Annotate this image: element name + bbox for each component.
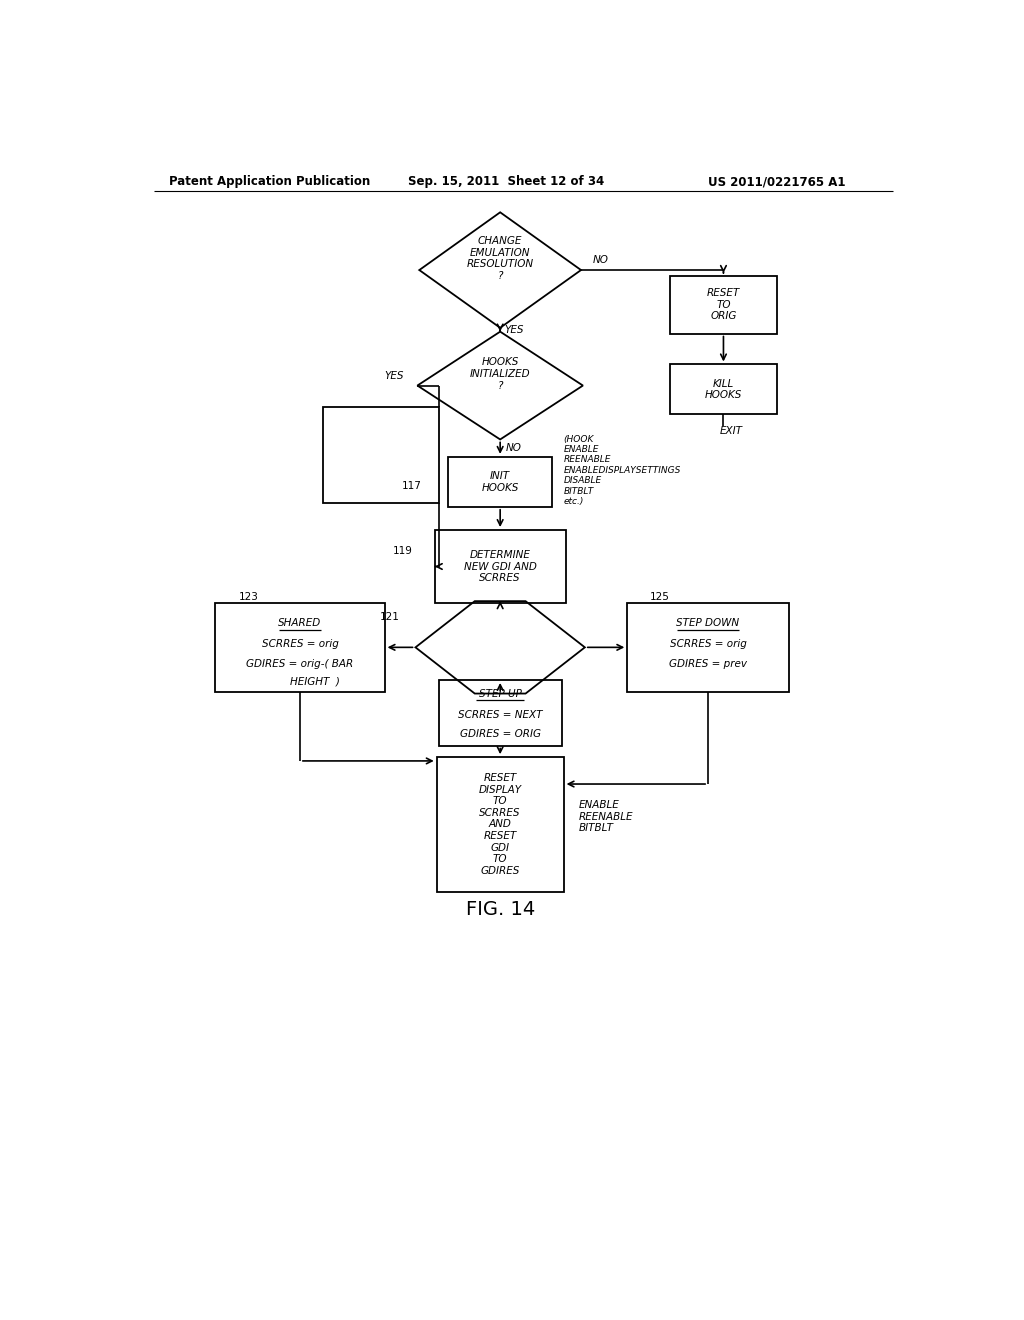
Text: Sep. 15, 2011  Sheet 12 of 34: Sep. 15, 2011 Sheet 12 of 34 xyxy=(408,176,604,189)
Text: RESET
DISPLAY
TO
SCRRES
AND
RESET
GDI
TO
GDIRES: RESET DISPLAY TO SCRRES AND RESET GDI TO… xyxy=(478,774,521,876)
Text: YES: YES xyxy=(385,371,404,381)
Text: DETERMINE
NEW GDI AND
SCRRES: DETERMINE NEW GDI AND SCRRES xyxy=(464,550,537,583)
Text: SCRRES = NEXT: SCRRES = NEXT xyxy=(458,710,543,721)
Text: SCRRES = orig: SCRRES = orig xyxy=(261,639,338,649)
Bar xyxy=(438,680,562,746)
Bar xyxy=(436,758,563,892)
Text: YES: YES xyxy=(504,325,523,335)
Text: STEP DOWN: STEP DOWN xyxy=(677,618,739,628)
Bar xyxy=(323,407,438,503)
Bar xyxy=(670,276,777,334)
Text: US 2011/0221765 A1: US 2011/0221765 A1 xyxy=(708,176,846,189)
Bar xyxy=(628,603,788,692)
Text: KILL
HOOKS: KILL HOOKS xyxy=(705,379,742,400)
Text: ENABLE
REENABLE
BITBLT: ENABLE REENABLE BITBLT xyxy=(580,800,634,833)
Text: RESET
TO
ORIG: RESET TO ORIG xyxy=(707,288,740,321)
Text: CHANGE
EMULATION
RESOLUTION
?: CHANGE EMULATION RESOLUTION ? xyxy=(467,236,534,281)
Text: GDIRES = prev: GDIRES = prev xyxy=(669,659,748,669)
Text: 123: 123 xyxy=(239,593,258,602)
Text: (HOOK
ENABLE
REENABLE
ENABLEDISPLAYSETTINGS
DISABLE
BITBLT
etc.): (HOOK ENABLE REENABLE ENABLEDISPLAYSETTI… xyxy=(563,434,681,506)
Text: EXIT: EXIT xyxy=(720,426,742,437)
Text: SCRRES = orig: SCRRES = orig xyxy=(670,639,746,649)
Text: 117: 117 xyxy=(401,480,421,491)
Text: GDIRES = orig-( BAR: GDIRES = orig-( BAR xyxy=(247,659,353,669)
Bar xyxy=(449,457,552,507)
Text: NO: NO xyxy=(506,444,522,453)
Text: HEIGHT  ): HEIGHT ) xyxy=(291,676,340,686)
Bar xyxy=(435,529,565,603)
Text: Patent Application Publication: Patent Application Publication xyxy=(169,176,371,189)
Text: GDIRES = ORIG: GDIRES = ORIG xyxy=(460,729,541,739)
Text: FIG. 14: FIG. 14 xyxy=(466,900,535,919)
Text: INIT
HOOKS: INIT HOOKS xyxy=(481,471,519,492)
Text: 125: 125 xyxy=(650,593,670,602)
Text: 119: 119 xyxy=(393,546,413,556)
Text: HOOKS
INITIALIZED
?: HOOKS INITIALIZED ? xyxy=(470,358,530,391)
Text: STEP UP: STEP UP xyxy=(479,689,521,698)
Bar xyxy=(215,603,385,692)
Text: NO: NO xyxy=(592,255,608,265)
Text: SHARED: SHARED xyxy=(279,618,322,628)
Bar xyxy=(670,364,777,414)
Text: 121: 121 xyxy=(380,611,400,622)
